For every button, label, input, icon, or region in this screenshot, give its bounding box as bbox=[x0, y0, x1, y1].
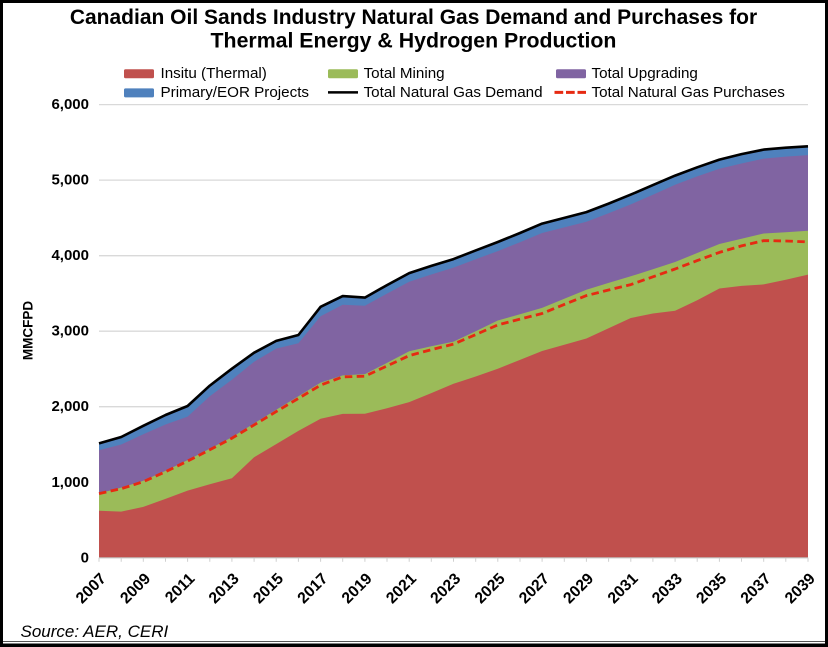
svg-text:5,000: 5,000 bbox=[51, 172, 89, 189]
svg-text:2,000: 2,000 bbox=[51, 398, 89, 415]
svg-text:Total Natural Gas Demand: Total Natural Gas Demand bbox=[364, 84, 543, 101]
svg-text:Total Mining: Total Mining bbox=[364, 65, 445, 82]
svg-text:Primary/EOR Projects: Primary/EOR Projects bbox=[161, 84, 310, 101]
svg-text:Insitu (Thermal): Insitu (Thermal) bbox=[161, 65, 267, 82]
svg-text:3,000: 3,000 bbox=[51, 323, 89, 340]
svg-text:6,000: 6,000 bbox=[51, 96, 89, 113]
svg-text:1,000: 1,000 bbox=[51, 474, 89, 491]
svg-text:Canadian Oil Sands Industry Na: Canadian Oil Sands Industry Natural Gas … bbox=[70, 6, 757, 29]
svg-text:MMCFPD: MMCFPD bbox=[21, 301, 36, 360]
svg-text:Total Natural Gas Purchases: Total Natural Gas Purchases bbox=[592, 84, 786, 101]
svg-text:0: 0 bbox=[81, 549, 89, 566]
svg-text:Thermal Energy & Hydrogen Prod: Thermal Energy & Hydrogen Production bbox=[211, 29, 617, 53]
svg-text:4,000: 4,000 bbox=[51, 247, 89, 264]
svg-text:Source: AER, CERI: Source: AER, CERI bbox=[21, 622, 169, 641]
svg-text:Total Upgrading: Total Upgrading bbox=[592, 65, 698, 82]
